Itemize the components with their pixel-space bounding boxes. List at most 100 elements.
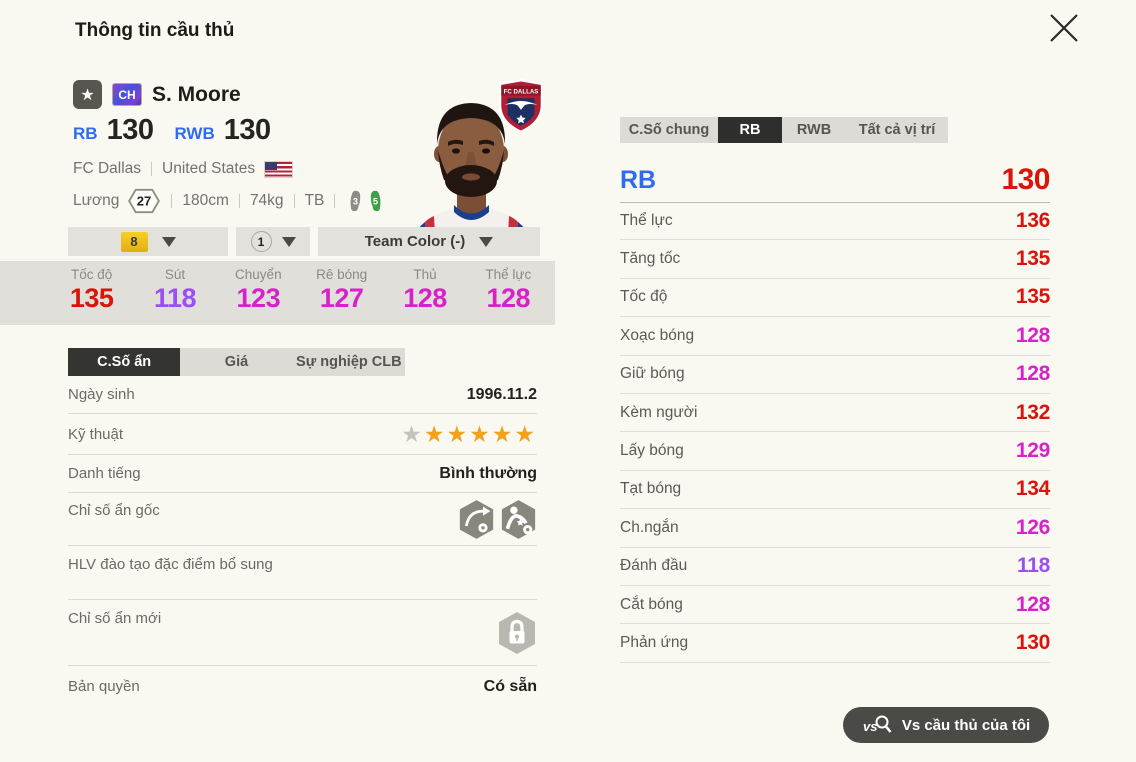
stat-label: Tốc độ	[620, 288, 668, 306]
stat-label: Đánh đầu	[620, 557, 688, 575]
position-label: RB	[620, 165, 657, 194]
tab-price[interactable]: Giá	[180, 348, 293, 376]
stat-row: Tốc độ 135	[620, 279, 1050, 318]
stat-value: 134	[1015, 477, 1050, 501]
foot-ratings: 3 5	[347, 189, 384, 213]
stat-summary-band: Tốc độ 135 Sút 118 Chuyển 123 Rê bóng 12…	[0, 261, 555, 325]
band-stat: Chuyển 123	[235, 267, 282, 313]
chevron-down-icon	[479, 236, 494, 247]
hidden-new-row: Chỉ số ẩn mới	[68, 600, 537, 666]
stat-row: Phản ứng 130	[620, 624, 1050, 663]
salary-label: Lương	[73, 192, 120, 209]
tab-hidden-stats[interactable]: C.Số ẩn	[68, 348, 181, 376]
stat-row: Kèm người 132	[620, 394, 1050, 433]
strong-foot-icon: 5	[371, 190, 381, 212]
stat-value: 136	[1015, 208, 1050, 232]
hidden-origin-row: Chỉ số ẩn gốc	[68, 493, 537, 546]
tab-all-positions[interactable]: Tất cả vị trí	[846, 117, 948, 143]
license-row: Bản quyền Có sẵn	[68, 677, 537, 696]
band-stat: Thể lực 128	[485, 267, 532, 313]
player-height: 180cm	[182, 192, 229, 209]
reputation-row: Danh tiếng Bình thường	[68, 455, 537, 493]
season-badge: CH	[112, 83, 142, 106]
team-color-dropdown[interactable]: Team Color (-)	[318, 227, 540, 256]
hidden-trait-icons	[458, 499, 537, 540]
count-badge: 1	[250, 231, 272, 252]
stat-label: Tạt bóng	[620, 480, 682, 498]
stat-value: 126	[1015, 515, 1050, 539]
stat-value: 129	[1015, 439, 1050, 463]
stat-label: Cắt bóng	[620, 595, 683, 613]
stat-value: 118	[1017, 554, 1050, 578]
stat-value: 130	[1015, 630, 1050, 654]
club-name: FC Dallas	[73, 160, 142, 177]
fc-dallas-crest-icon: FC DALLAS	[498, 79, 544, 133]
stat-row: Ch.ngắn 126	[620, 509, 1050, 548]
stat-value: 128	[1015, 323, 1050, 347]
stat-label: Thể lực	[620, 211, 673, 229]
close-button[interactable]	[1044, 8, 1084, 48]
skill-row: Kỹ thuật ★★★★★★	[68, 414, 537, 455]
stat-value: 135	[1015, 247, 1050, 271]
stat-value: 128	[1015, 362, 1050, 386]
detail-list: Ngày sinh 1996.11.2 Kỹ thuật ★★★★★★ Danh…	[68, 376, 537, 707]
weak-foot-icon: 3	[350, 190, 361, 212]
nation-name: United States	[162, 160, 256, 177]
divider	[334, 194, 336, 208]
player-form: TB	[304, 192, 325, 209]
level-badge: 8	[120, 231, 148, 252]
svg-text:vs: vs	[863, 719, 877, 734]
band-stat: Tốc độ 135	[69, 267, 114, 313]
detailed-stat-list: Thể lực 136 Tăng tốc 135 Tốc độ 135 Xoạc bó…	[620, 202, 1050, 663]
team-color-label: Team Color (-)	[364, 233, 466, 250]
stat-row: Tăng tốc 135	[620, 240, 1050, 279]
tab-general-stats[interactable]: C.Số chung	[620, 117, 718, 143]
lock-icon	[499, 611, 535, 654]
divider	[238, 194, 240, 208]
primary-position-label: RB	[73, 124, 98, 143]
player-name: S. Moore	[152, 82, 241, 106]
band-stat: Thủ 128	[403, 267, 447, 313]
band-stat: Rê bóng 127	[316, 267, 368, 313]
stat-label: Xoạc bóng	[620, 326, 695, 344]
coach-training-row: HLV đào tạo đặc điểm bổ sung	[68, 546, 537, 600]
chevron-down-icon	[281, 236, 296, 247]
stat-label: Lấy bóng	[620, 442, 684, 460]
position-rating: 130	[1001, 163, 1050, 196]
divider	[293, 194, 295, 208]
primary-position-value: 130	[106, 114, 154, 146]
position-rating-header: RB 130	[620, 158, 1050, 203]
tab-rb[interactable]: RB	[718, 117, 782, 143]
tab-rwb[interactable]: RWB	[782, 117, 846, 143]
us-flag-icon	[264, 160, 294, 178]
count-dropdown[interactable]: 1	[236, 227, 310, 256]
position-tabs: C.Số chung RB RWB Tất cả vị trí	[620, 117, 948, 143]
salary-hexagon-badge: 27	[128, 188, 161, 214]
stat-value: 135	[1015, 285, 1050, 309]
vs-search-icon: vs	[863, 715, 892, 734]
stat-label: Phản ứng	[620, 633, 689, 651]
player-weight: 74kg	[249, 192, 284, 209]
stat-row: Xoạc bóng 128	[620, 317, 1050, 356]
chevron-down-icon	[161, 236, 176, 247]
band-stat: Sút 118	[153, 267, 197, 313]
stat-label: Giữ bóng	[620, 365, 685, 383]
tab-club-career[interactable]: Sự nghiệp CLB	[292, 348, 405, 376]
stat-row: Lấy bóng 129	[620, 432, 1050, 471]
vs-my-player-button[interactable]: vs Vs cầu thủ của tôi	[843, 707, 1049, 743]
stat-label: Kèm người	[620, 403, 698, 421]
secondary-position-value: 130	[223, 114, 271, 146]
svg-text:27: 27	[137, 194, 151, 209]
svg-text:FC DALLAS: FC DALLAS	[504, 88, 539, 95]
trait-skill-move-icon	[501, 499, 536, 539]
stat-label: Ch.ngắn	[620, 518, 679, 536]
position-ratings: RB 130 RWB 130	[73, 114, 283, 147]
stat-value: 132	[1015, 400, 1050, 424]
detail-tabs: C.Số ẩn Giá Sự nghiệp CLB	[68, 348, 405, 376]
star-active: ★★★★★	[423, 420, 537, 447]
club-crest: FC DALLAS	[496, 78, 546, 139]
level-dropdown[interactable]: 8	[68, 227, 228, 256]
player-attributes-row: Lương 27 180cm 74kg TB 3 5	[73, 188, 384, 214]
svg-text:5: 5	[373, 196, 378, 206]
